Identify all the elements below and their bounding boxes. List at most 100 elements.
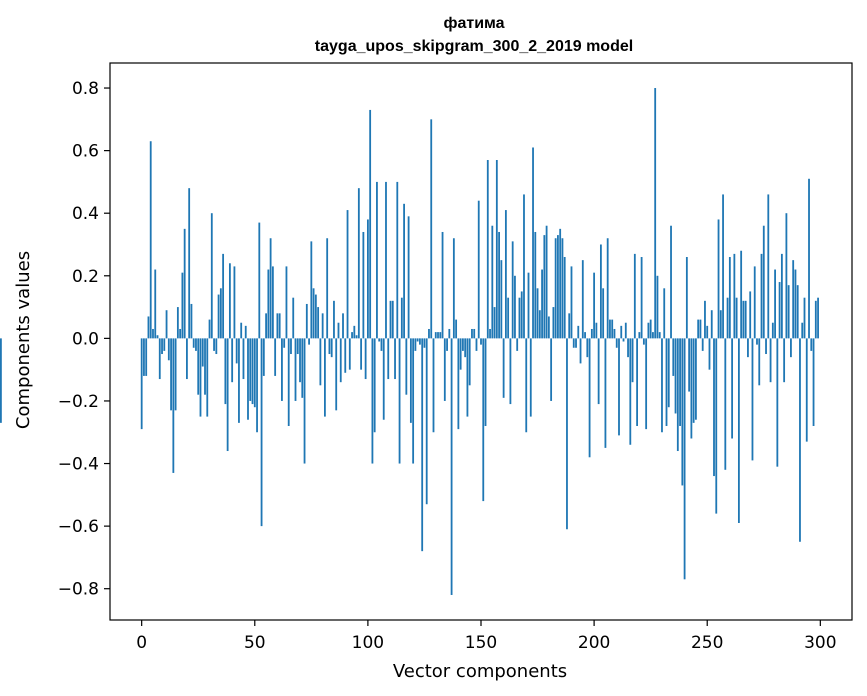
bar (421, 338, 424, 552)
bar (765, 338, 767, 355)
bar (326, 238, 329, 339)
bar (371, 338, 374, 464)
bar (814, 300, 817, 339)
bar (767, 194, 770, 339)
bar (192, 338, 195, 348)
bar (391, 300, 394, 339)
bar (803, 297, 806, 339)
bar (742, 300, 745, 339)
bar (206, 338, 209, 417)
bar (466, 338, 469, 417)
bar (579, 338, 582, 364)
bar (529, 338, 532, 417)
bar (364, 338, 367, 380)
bar (543, 235, 546, 339)
bar (527, 272, 530, 339)
bar (615, 338, 618, 348)
bar (262, 338, 265, 376)
bar (722, 194, 724, 339)
bar (366, 219, 369, 339)
bar (679, 338, 681, 426)
bar (620, 325, 623, 339)
chart-subtitle: tayga_upos_skipgram_300_2_2019 model (315, 38, 633, 55)
bar (717, 219, 720, 339)
bar (452, 238, 455, 339)
bar (174, 338, 177, 411)
bar (149, 141, 152, 339)
bar (249, 338, 252, 401)
bar (737, 338, 740, 523)
y-tick-label: 0.2 (72, 267, 99, 287)
bar (380, 338, 383, 351)
bar (281, 338, 283, 401)
bar (640, 257, 643, 339)
bar (638, 332, 641, 339)
x-tick-label: 200 (578, 633, 610, 653)
bar (602, 288, 605, 339)
bar (210, 213, 213, 339)
bar (547, 316, 550, 339)
bar (695, 338, 697, 420)
bar (776, 338, 779, 467)
bar (629, 338, 632, 445)
bar (222, 253, 225, 339)
bar (667, 338, 670, 408)
bar (226, 338, 229, 452)
bar (244, 325, 247, 339)
bar (167, 338, 170, 361)
bar (674, 338, 677, 414)
bar (197, 338, 200, 395)
bar (471, 328, 473, 339)
bar (267, 269, 270, 339)
bar (665, 338, 668, 426)
x-axis-label: Vector components (393, 661, 567, 682)
bar (152, 328, 154, 339)
bar (357, 188, 360, 339)
bar (337, 322, 340, 339)
bar (140, 338, 143, 430)
bar (317, 307, 320, 339)
bar (595, 322, 598, 339)
bar (190, 303, 193, 339)
bar (728, 257, 731, 339)
bar (425, 338, 428, 505)
bar (586, 338, 589, 358)
chart-title: фатима (443, 15, 504, 32)
bar (430, 119, 433, 339)
bar (450, 338, 453, 595)
bar (484, 338, 487, 426)
y-tick-label: −0.4 (58, 455, 99, 475)
bar (581, 260, 584, 339)
bar (360, 338, 363, 370)
bar (233, 266, 236, 339)
bar (566, 338, 568, 530)
bar (283, 338, 286, 348)
bar (335, 338, 338, 411)
bar (504, 210, 507, 339)
bar (654, 88, 657, 339)
bar (810, 338, 813, 351)
bar (604, 338, 607, 448)
bar (308, 338, 310, 345)
bar (199, 338, 202, 417)
bar (538, 310, 541, 339)
bar (502, 338, 505, 398)
bar (486, 160, 489, 339)
bar (541, 269, 543, 339)
bar (661, 338, 663, 433)
bar (622, 338, 625, 342)
bar (321, 313, 324, 339)
bar (534, 231, 537, 339)
bar (158, 338, 161, 380)
bar (771, 322, 774, 339)
bar (344, 338, 347, 373)
bar (457, 338, 460, 430)
bar (656, 275, 659, 339)
bar (387, 338, 390, 380)
bar (663, 288, 666, 339)
bar (498, 231, 500, 339)
bar (769, 338, 772, 383)
bar (405, 338, 408, 395)
bar (520, 291, 523, 339)
